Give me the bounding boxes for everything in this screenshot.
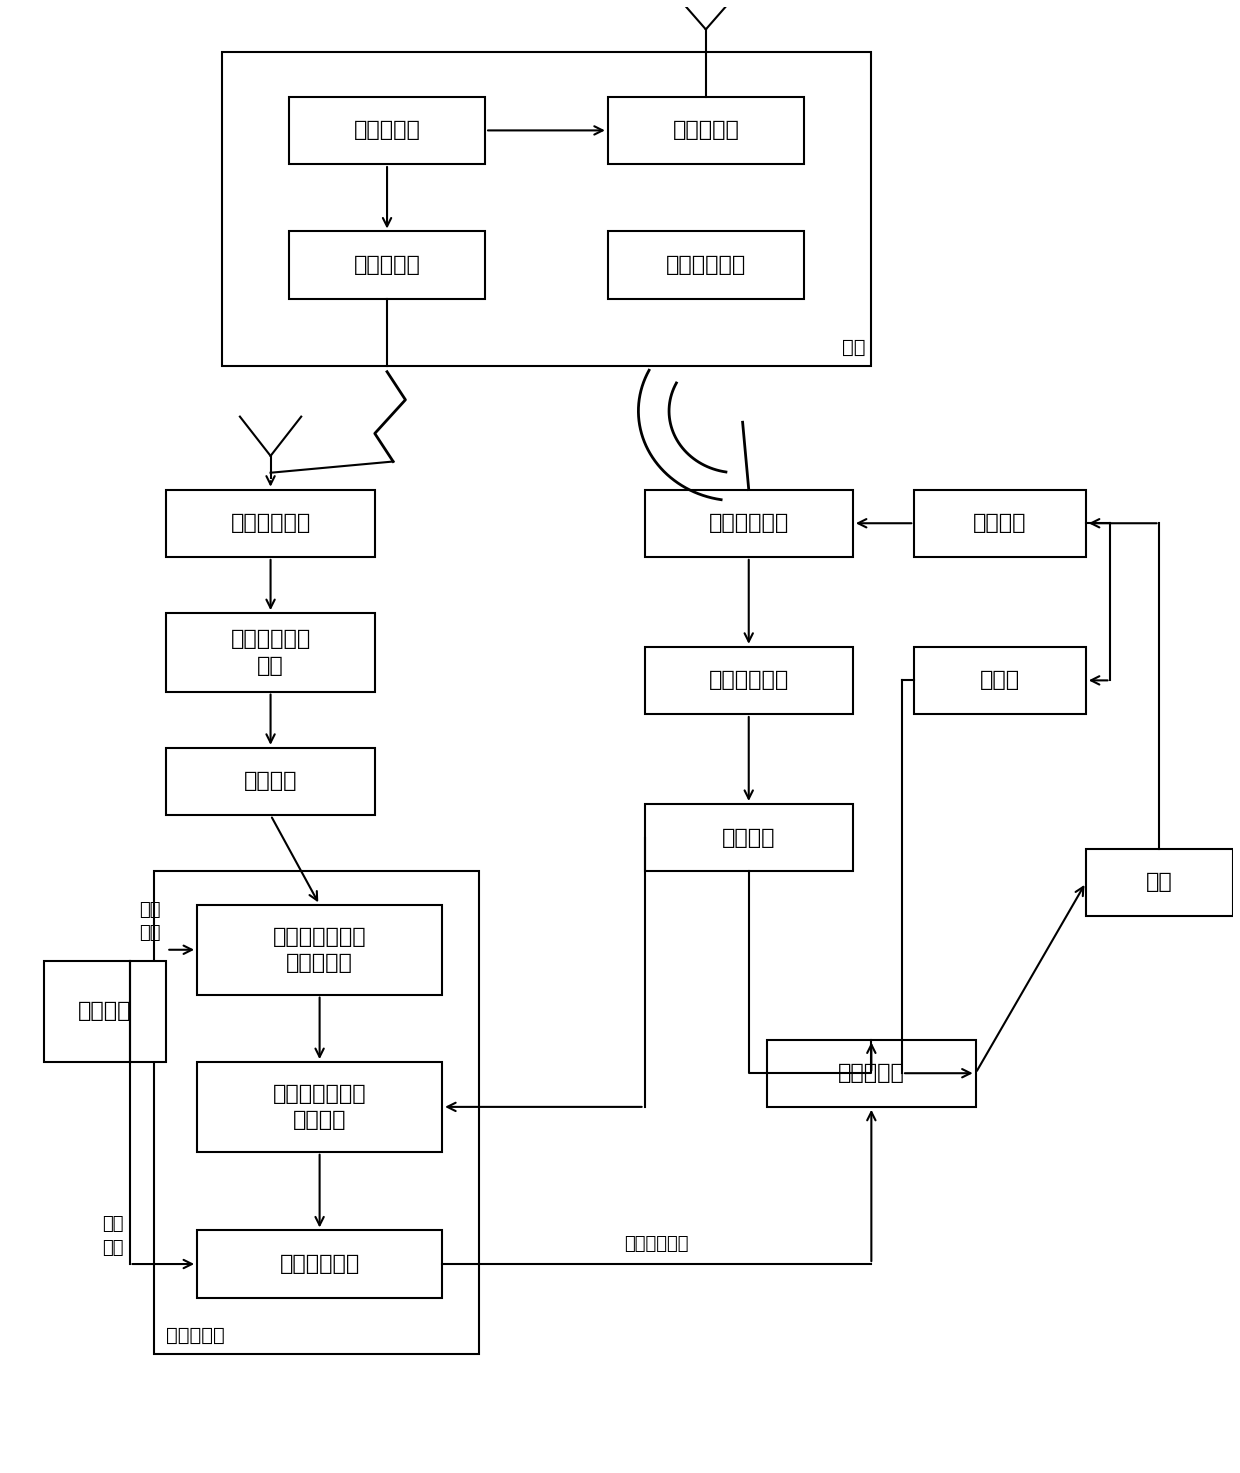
Text: 传感器: 传感器 [980, 670, 1021, 691]
Bar [608, 97, 804, 164]
Bar [154, 871, 479, 1354]
Text: 广播发射机: 广播发射机 [353, 255, 420, 275]
Text: 解析星历并推导
全星座星历: 解析星历并推导 全星座星历 [273, 927, 366, 974]
Bar [768, 1040, 976, 1106]
Text: 业务收发通道: 业务收发通道 [708, 670, 789, 691]
Text: 程序指向信息: 程序指向信息 [625, 1234, 689, 1254]
Text: 导航
信息: 导航 信息 [139, 901, 160, 943]
Bar [645, 804, 853, 871]
Bar [197, 904, 443, 994]
Bar [197, 1062, 443, 1152]
Text: 业务通信载荷: 业务通信载荷 [666, 255, 746, 275]
Bar [289, 231, 485, 299]
Bar [645, 489, 853, 557]
Bar [166, 489, 374, 557]
Text: 传动机构: 传动机构 [973, 513, 1027, 533]
Text: 电机: 电机 [1146, 872, 1173, 893]
Bar [166, 613, 374, 692]
Bar [166, 748, 374, 815]
Text: 导航模块: 导航模块 [78, 1002, 131, 1021]
Text: 广播接收天线: 广播接收天线 [231, 513, 311, 533]
Bar [645, 647, 853, 714]
Text: 天线控制器: 天线控制器 [838, 1064, 905, 1083]
Text: 以太网口: 以太网口 [722, 828, 775, 847]
Text: 业务通信天线: 业务通信天线 [708, 513, 789, 533]
Text: 选择适宜接入的
目标卦星: 选择适宜接入的 目标卦星 [273, 1084, 366, 1130]
Text: 广播接收通道
接收: 广播接收通道 接收 [231, 629, 311, 676]
Text: 中心计算机: 中心计算机 [166, 1326, 226, 1345]
Bar [197, 1230, 443, 1298]
Bar [914, 489, 1086, 557]
Bar [43, 960, 166, 1062]
Text: 生成跟踪轨迹: 生成跟踪轨迹 [279, 1254, 360, 1274]
Bar [222, 52, 872, 367]
Bar [608, 231, 804, 299]
Text: 以太网口: 以太网口 [244, 772, 298, 791]
Bar [1086, 848, 1233, 916]
Bar [289, 97, 485, 164]
Text: 导航
信息: 导航 信息 [102, 1215, 124, 1256]
Text: 卧星: 卧星 [842, 339, 866, 356]
Text: 导航接收机: 导航接收机 [672, 121, 739, 140]
Text: 星上计算机: 星上计算机 [353, 121, 420, 140]
Bar [914, 647, 1086, 714]
